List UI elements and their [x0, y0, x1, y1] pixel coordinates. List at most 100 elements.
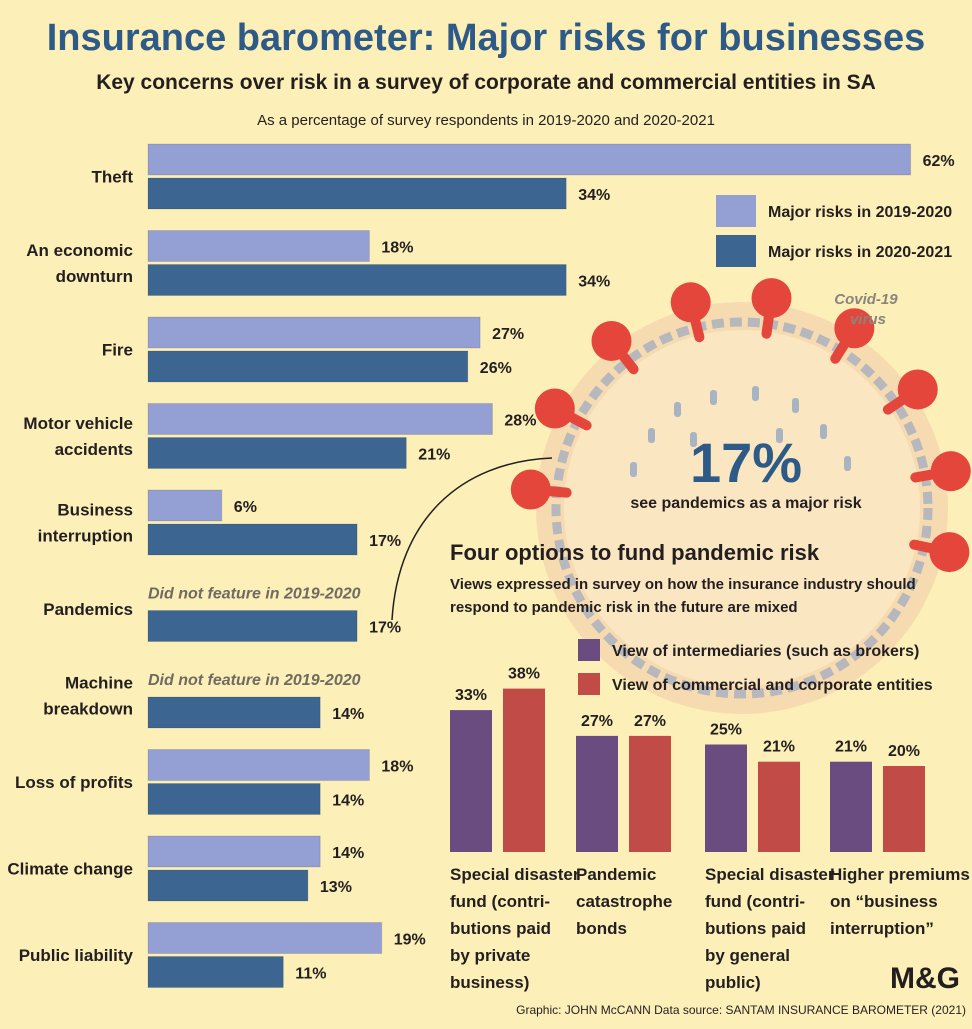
bar [147, 869, 309, 902]
pandemic-stat-text: see pandemics as a major risk [630, 495, 861, 512]
value-label: 38% [508, 666, 540, 683]
risk-chart-legend: Major risks in 2019-2020 Major risks in … [716, 195, 952, 267]
value-label: 25% [710, 722, 742, 739]
connector-line [391, 457, 553, 621]
bar [147, 143, 912, 176]
bar [147, 922, 383, 954]
value-label: 21% [763, 739, 795, 756]
legend-label-commercial: View of commercial and corporate entitie… [612, 677, 933, 694]
risk-category: Theft 62% 34% [91, 143, 955, 210]
value-label: 21% [835, 739, 867, 756]
mg-logo: M&G [890, 962, 960, 995]
value-label: 17% [369, 620, 401, 637]
value-label: 27% [581, 713, 613, 730]
bar [147, 523, 358, 556]
risk-category: An economic downturn 18% 34% [26, 230, 610, 296]
virus-spike [510, 469, 572, 510]
bar [147, 403, 493, 435]
category-label: Climate change [7, 860, 133, 879]
bar [147, 230, 370, 262]
bar [758, 761, 800, 852]
virus-spike [910, 451, 971, 492]
bar [705, 744, 747, 852]
bar [147, 264, 567, 296]
fund-title: Four options to fund pandemic risk [450, 540, 820, 565]
not-featured-note: Did not feature in 2019-2020 [148, 672, 361, 689]
risk-category: Motor vehicle accidents 28% 21% [23, 403, 536, 469]
legend-swatch-commercial [578, 673, 600, 695]
category-label: Fire [102, 341, 133, 360]
value-label: 17% [369, 533, 401, 550]
fund-option-label: Pandemic catastrophe bonds [576, 865, 672, 938]
risk-category: Machine breakdown Did not feature in 2019-… [43, 672, 364, 729]
virus-spike [670, 282, 711, 343]
fund-option-label: Higher premiums on “business interruption” [830, 865, 970, 938]
bar [147, 783, 321, 815]
value-label: 21% [418, 447, 450, 464]
value-label: 62% [923, 153, 955, 170]
virus-spike [591, 320, 639, 375]
risk-category: Fire 27% 26% [102, 316, 524, 383]
bar [147, 956, 284, 988]
fund-option-label: Special disaster fund (contri-butions pai… [705, 865, 835, 992]
bar [147, 489, 223, 522]
virus-spike [534, 388, 592, 431]
value-label: 26% [480, 360, 512, 377]
value-label: 27% [634, 713, 666, 730]
legend-label-2020-2021: Major risks in 2020-2021 [768, 244, 952, 261]
risk-category: Business interruption 6% 17% [38, 489, 401, 556]
value-label: 13% [320, 879, 352, 896]
value-label: 20% [888, 743, 920, 760]
bar [147, 177, 567, 210]
value-label: 14% [332, 845, 364, 862]
bar [883, 766, 925, 852]
bar [503, 688, 545, 852]
fund-option: 25% 21% Special disaster fund (contri-butio… [705, 722, 835, 992]
bar [147, 696, 321, 729]
category-label: An economic downturn [26, 241, 133, 286]
bar [147, 749, 370, 781]
bar [147, 437, 407, 469]
fund-option: 21% 20% Higher premiums on “business interru… [830, 739, 970, 938]
pandemic-stat: 17% [690, 431, 802, 494]
bar [147, 316, 481, 349]
legend-label-intermediaries: View of intermediaries (such as brokers) [612, 643, 919, 660]
category-label: Motor vehicle accidents [23, 414, 133, 459]
legend-swatch-2020-2021 [716, 235, 756, 267]
value-label: 27% [492, 326, 524, 343]
value-label: 34% [578, 187, 610, 204]
virus-spike [909, 532, 970, 573]
category-label: Loss of profits [15, 773, 133, 792]
chart-caption: As a percentage of survey respondents in… [257, 112, 715, 129]
bar [629, 735, 671, 852]
value-label: 34% [578, 274, 610, 291]
value-label: 28% [504, 413, 536, 430]
value-label: 19% [394, 932, 426, 949]
page-subtitle: Key concerns over risk in a survey of co… [96, 71, 876, 94]
value-label: 18% [381, 240, 413, 257]
category-label: Business interruption [38, 501, 133, 546]
fund-desc-line1: Views expressed in survey on how the ins… [450, 576, 916, 593]
credit-line: Graphic: JOHN McCANN Data source: SANTAM… [516, 1003, 966, 1017]
value-label: 33% [455, 687, 487, 704]
fund-option: 33% 38% Special disaster fund (contri-butio… [450, 666, 580, 992]
bar [830, 761, 872, 852]
legend-label-2019-2020: Major risks in 2019-2020 [768, 204, 952, 221]
value-label: 18% [381, 759, 413, 776]
virus-spike [882, 369, 938, 415]
category-label: Machine breakdown [43, 674, 133, 719]
risk-category: Public liability 19% 11% [19, 922, 426, 988]
fund-option: 27% 27% Pandemic catastrophe bonds [576, 713, 672, 938]
fund-chart-legend: View of intermediaries (such as brokers)… [578, 639, 933, 695]
value-label: 6% [234, 499, 257, 516]
value-label: 14% [332, 706, 364, 723]
bar [576, 735, 618, 852]
fund-option-label: Special disaster fund (contri-butions pai… [450, 865, 580, 992]
category-label: Theft [91, 168, 133, 187]
virus-spike [830, 308, 875, 364]
risk-category: Climate change 14% 13% [7, 835, 364, 902]
legend-swatch-2019-2020 [716, 195, 756, 227]
category-label: Pandemics [43, 600, 133, 619]
